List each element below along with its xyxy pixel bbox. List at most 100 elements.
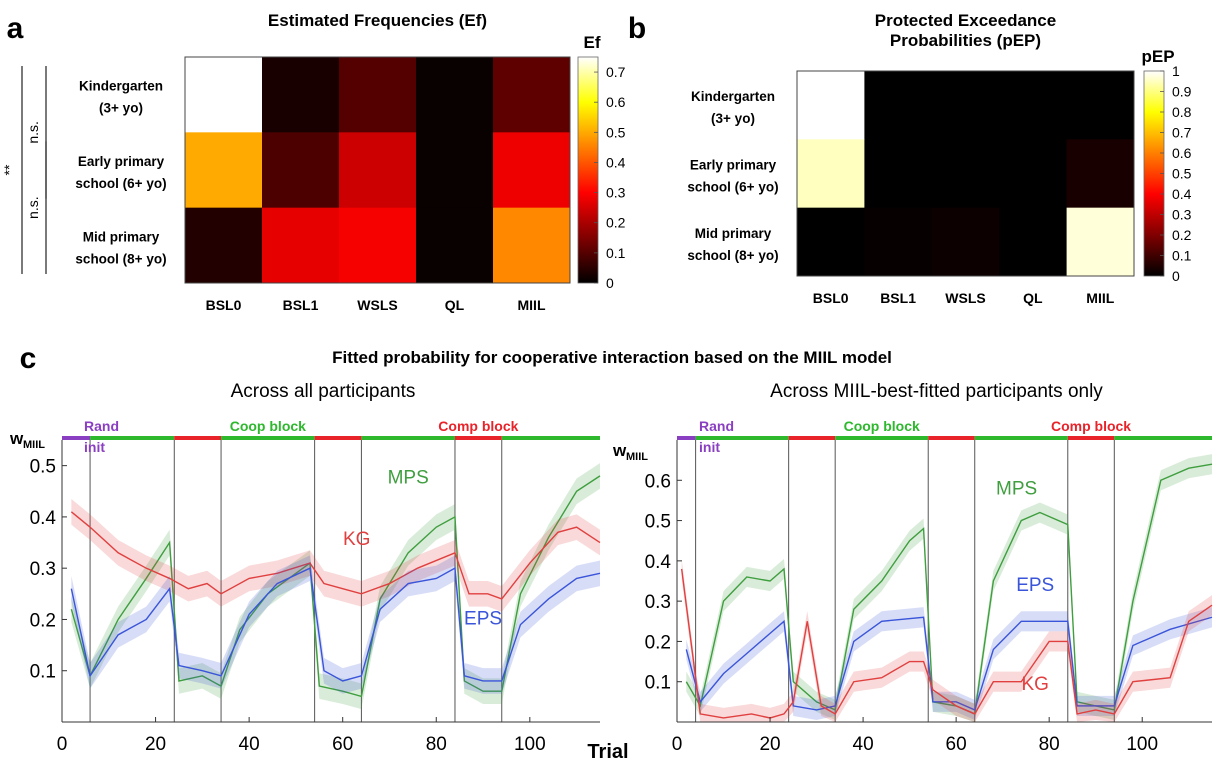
colorbar-tick-label: 0: [1172, 268, 1180, 284]
series-band: [686, 607, 1212, 720]
series-label: KG: [1021, 674, 1048, 695]
y-tick-label: 0.3: [30, 559, 56, 580]
block-label: Comp block: [438, 418, 518, 434]
column-label: WSLS: [357, 297, 397, 313]
column-label: WSLS: [945, 290, 985, 306]
x-tick-label: 40: [239, 734, 260, 755]
significance-label: **: [1, 164, 17, 175]
series-line: [685, 616, 1213, 711]
panel-label: c: [20, 342, 37, 375]
colorbar-tick-label: 0.1: [606, 245, 626, 261]
heatmap-cell: [797, 207, 865, 277]
heatmap-cell: [864, 139, 933, 209]
y-tick-label: 0.1: [30, 662, 56, 683]
x-tick-label: 80: [1039, 734, 1060, 755]
chart-title: Fitted probability for cooperative inter…: [332, 348, 892, 367]
heatmap-cell: [999, 139, 1068, 209]
heatmap-cell: [416, 57, 494, 133]
colorbar-tick-label: 0.5: [606, 124, 626, 140]
panel-label: a: [7, 12, 24, 45]
heatmap-cell: [797, 71, 865, 140]
series-label: MPS: [996, 478, 1037, 499]
colorbar-tick-label: 0.3: [606, 185, 626, 201]
series-label: KG: [343, 529, 370, 550]
heatmap-frame: [796, 70, 1135, 277]
colorbar-tick-label: 0.6: [606, 94, 626, 110]
row-label: (3+ yo): [99, 101, 143, 116]
colorbar-tick-label: 0.7: [606, 64, 626, 80]
heatmap-cell: [999, 207, 1068, 277]
colorbar-tick-label: 0.3: [1172, 207, 1192, 223]
block-label: init: [699, 439, 720, 455]
colorbar-tick-label: 0.4: [1172, 186, 1192, 202]
y-axis-label: w: [9, 429, 24, 448]
heatmap-cell: [416, 207, 494, 284]
row-label: Mid primary: [83, 229, 160, 244]
x-tick-label: 60: [946, 734, 967, 755]
heatmap-cell: [999, 71, 1068, 140]
heatmap-cell: [1066, 139, 1135, 209]
column-label: MIIL: [518, 297, 546, 313]
row-label: school (6+ yo): [687, 180, 778, 195]
x-axis-label: Trial: [587, 741, 628, 763]
colorbar-tick-label: 0.2: [606, 215, 626, 231]
heatmap-cell: [1066, 207, 1135, 277]
series-band: [71, 498, 601, 612]
colorbar-tick-label: 0.1: [1172, 248, 1192, 264]
chart-subtitle: Across MIIL-best-fitted participants onl…: [770, 381, 1103, 402]
chart-title: Estimated Frequencies (Ef): [268, 11, 487, 30]
y-tick-label: 0.2: [30, 610, 56, 631]
colorbar-tick-label: 0.6: [1172, 145, 1192, 161]
series-label: EPS: [1016, 575, 1054, 596]
heatmap-cell: [416, 132, 494, 209]
row-label: Early primary: [690, 158, 777, 173]
colorbar-tick-label: 0: [606, 275, 614, 291]
x-tick-label: 20: [759, 734, 780, 755]
y-axis-label-sub: MIIL: [626, 451, 648, 463]
heatmap-cell: [864, 207, 933, 277]
y-tick-label: 0.4: [645, 552, 672, 573]
x-tick-label: 80: [426, 734, 447, 755]
colorbar-label: pEP: [1141, 47, 1174, 66]
heatmap-cell: [262, 132, 340, 209]
block-label: Comp block: [1051, 418, 1131, 434]
colorbar-tick-label: 0.5: [1172, 166, 1192, 182]
chart-subtitle: Across all participants: [231, 381, 416, 402]
x-tick-label: 0: [57, 734, 68, 755]
heatmap-cell: [185, 132, 263, 209]
y-tick-label: 0.1: [645, 673, 671, 694]
block-label: init: [84, 439, 105, 455]
row-label: school (8+ yo): [75, 251, 166, 266]
heatmap-cell: [339, 57, 417, 133]
block-label: Rand: [84, 418, 119, 434]
chart-title: Protected Exceedance: [875, 11, 1056, 30]
colorbar-label: Ef: [584, 33, 601, 52]
y-tick-label: 0.6: [645, 471, 671, 492]
row-label: Kindergarten: [691, 89, 775, 104]
significance-label: n.s.: [25, 196, 41, 219]
colorbar: [577, 56, 599, 284]
row-label: school (8+ yo): [687, 248, 778, 263]
colorbar-tick-label: 1: [1172, 63, 1180, 79]
x-tick-label: 20: [145, 734, 166, 755]
heatmap-cell: [1066, 71, 1135, 140]
heatmap-cell: [493, 132, 571, 209]
row-label: Mid primary: [695, 226, 772, 241]
heatmap-cell: [864, 71, 933, 140]
line-chart: Across MIIL-best-fitted participants onl…: [612, 381, 1213, 755]
heatmap-cell: [493, 207, 571, 284]
heatmap-cell: [185, 207, 263, 284]
series-band: [686, 454, 1212, 722]
series-line: [70, 475, 601, 698]
row-label: Kindergarten: [79, 79, 163, 94]
heatmap-cell: [931, 139, 1000, 209]
line-chart: Across all participants Rand init Coop bloc…: [9, 381, 629, 763]
column-label: BSL0: [206, 297, 242, 313]
y-tick-label: 0.3: [645, 592, 671, 613]
block-label: Coop block: [230, 418, 306, 434]
y-tick-label: 0.5: [30, 457, 56, 478]
chart-title: Probabilities (pEP): [890, 31, 1041, 50]
